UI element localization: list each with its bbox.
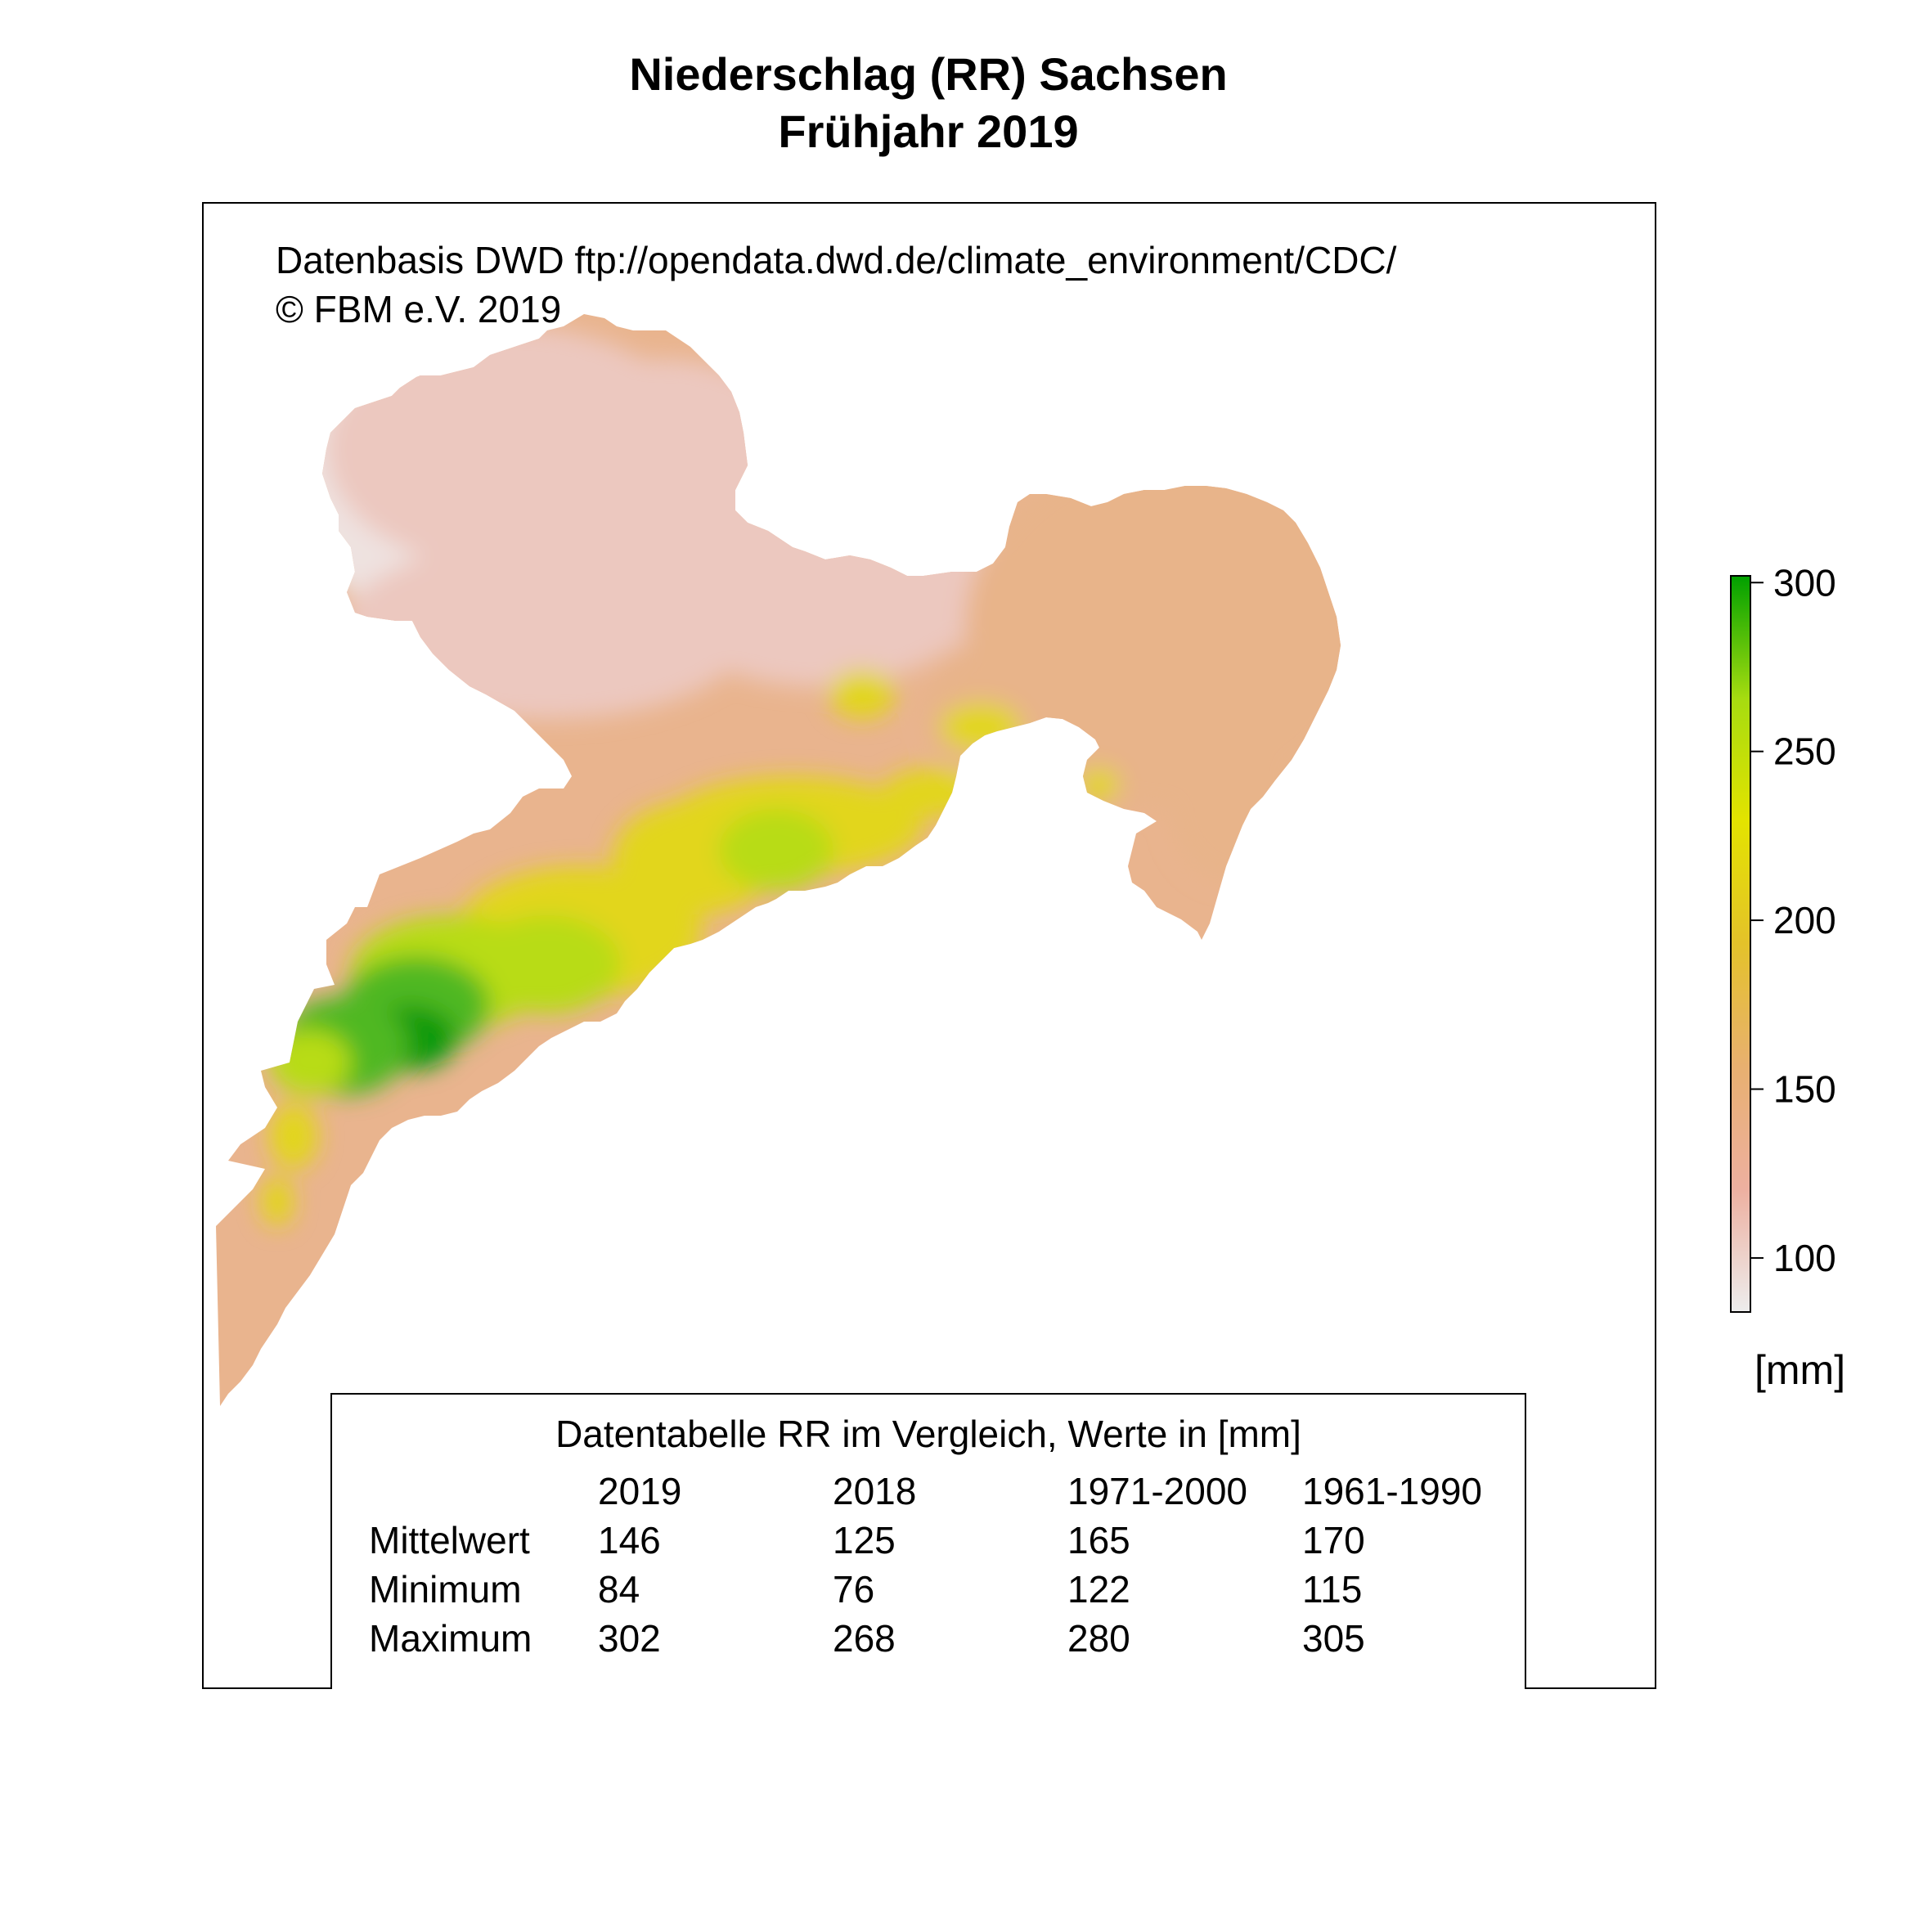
map-precip-zone [269, 1103, 318, 1169]
chart-subtitle: Frühjahr 2019 [778, 106, 1079, 157]
table-cell: 122 [1067, 1568, 1130, 1611]
table-cell: 170 [1302, 1519, 1365, 1561]
table-cell: 165 [1067, 1519, 1130, 1561]
map-precip-zone [261, 1177, 294, 1226]
table-row-label: Minimum [369, 1568, 522, 1611]
data-source-credit: Datenbasis DWD ftp://opendata.dwd.de/cli… [276, 239, 1397, 281]
legend-color-bar [1730, 575, 1751, 1313]
map-precip-zone [829, 670, 895, 719]
precipitation-map [216, 314, 1341, 1406]
table-column-header: 2019 [598, 1470, 682, 1512]
legend-tick-label: 200 [1773, 899, 1836, 941]
legend-tick-label: 150 [1773, 1068, 1836, 1111]
table-cell: 125 [833, 1519, 896, 1561]
map-precip-zone [940, 703, 1022, 752]
table-column-header: 1961-1990 [1302, 1470, 1482, 1512]
map-precip-zone [1079, 768, 1120, 801]
table-row-label: Mittelwert [369, 1519, 530, 1561]
table-cell: 84 [598, 1568, 640, 1611]
table-column-header: 2018 [833, 1470, 917, 1512]
map-precip-zone [1169, 735, 1300, 883]
copyright-credit: © FBM e.V. 2019 [276, 288, 562, 330]
comparison-table: Datentabelle RR im Vergleich, Werte in [… [330, 1393, 1526, 1689]
map-precip-zone [343, 539, 752, 719]
table-column-header: 1971-2000 [1067, 1470, 1247, 1512]
map-precip-zone [964, 449, 1341, 809]
map-precip-zone [719, 809, 833, 891]
table-cell: 280 [1067, 1617, 1130, 1660]
legend-tick-label: 100 [1773, 1237, 1836, 1279]
table-cell: 76 [833, 1568, 875, 1611]
table-row-label: Maximum [369, 1617, 532, 1660]
legend-tick-label: 300 [1773, 561, 1836, 604]
table-title: Datentabelle RR im Vergleich, Werte in [… [555, 1413, 1301, 1455]
table-cell: 115 [1302, 1568, 1363, 1611]
table-cell: 305 [1302, 1617, 1365, 1660]
table-cell: 146 [598, 1519, 661, 1561]
color-legend: 300 250 200 150 100 [1730, 561, 1836, 1313]
table-cell: 302 [598, 1617, 661, 1660]
legend-unit: [mm] [1755, 1347, 1846, 1393]
chart-title: Niederschlag (RR) Sachsen [629, 48, 1228, 100]
map-precip-zone [269, 1030, 351, 1095]
legend-tick-label: 250 [1773, 730, 1836, 773]
table-cell: 268 [833, 1617, 896, 1660]
